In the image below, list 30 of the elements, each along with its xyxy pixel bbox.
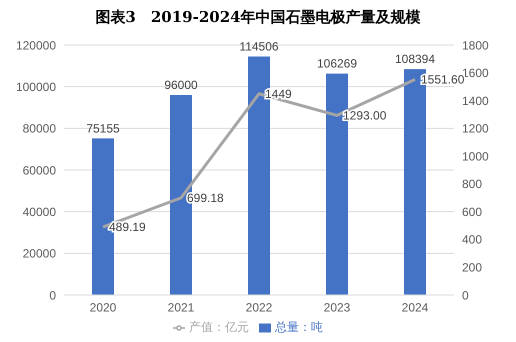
y2-tick-label: 1400 [462,94,490,108]
y-tick-label: 20000 [22,246,56,261]
data-label: 114506 [239,39,279,54]
y2-tick-label: 200 [462,260,482,274]
y-tick-label: 40000 [22,204,56,219]
y2-tick-label: 400 [462,232,482,247]
y2-tick-label: 600 [462,204,482,219]
legend-label: 总量：吨 [275,320,323,334]
x-tick-label: 2022 [246,300,273,315]
y-tick-label: 100000 [16,80,56,94]
data-label: 75155 [86,121,120,136]
data-label: 1449 [265,86,292,101]
x-tick-label: 2020 [90,300,117,315]
y2-tick-label: 800 [462,177,482,192]
y-tick-label: 120000 [16,38,56,52]
chart-title: 图表3 2019-2024年中国石墨电极产量及规模 [94,8,422,27]
x-tick-label: 2024 [402,300,429,315]
y2-tick-label: 1800 [462,38,490,52]
x-tick-label: 2023 [324,300,351,315]
data-label: 96000 [164,78,198,92]
y-tick-label: 80000 [22,122,56,136]
legend-label: 产值：亿元 [189,320,249,334]
x-tick-label: 2021 [168,300,195,315]
data-label: 106269 [316,56,358,71]
y-tick-label: 60000 [22,163,56,178]
y2-tick-label: 1000 [462,149,490,164]
y-tick-label: 0 [49,288,56,302]
data-label: 108394 [394,52,436,66]
y2-tick-label: 1200 [462,122,490,136]
y2-tick-label: 0 [462,288,469,302]
